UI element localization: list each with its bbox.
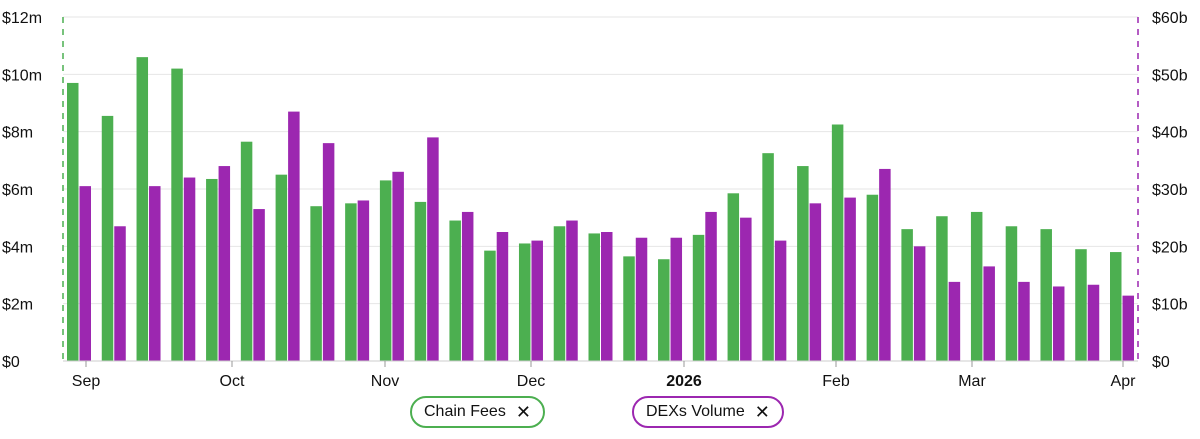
bar-dex-volume — [566, 220, 578, 361]
bar-dex-volume — [1018, 281, 1030, 361]
bar-dex-volume — [79, 186, 91, 361]
bar-dex-volume — [531, 240, 543, 361]
bar-dex-volume — [705, 211, 717, 361]
bar-chain-fees — [831, 124, 844, 361]
bar-dex-volume — [948, 281, 961, 361]
legend-chip-dex-volume[interactable]: DEXs Volume ✕ — [632, 396, 784, 428]
legend-label-chain-fees: Chain Fees — [424, 403, 506, 420]
bar-chain-fees — [762, 153, 774, 361]
bar-chain-fees — [1005, 226, 1018, 361]
legend-label-dex-volume: DEXs Volume — [646, 403, 745, 420]
chart: $0 $2m $4m $6m $8m $10m $12m $0 $10b $20b $30b $40b… — [2, 10, 1188, 390]
bar-dex-volume — [427, 137, 439, 361]
bar-chain-fees — [518, 243, 531, 361]
bar-chain-fees — [588, 233, 600, 361]
bar-chain-fees — [484, 250, 496, 361]
x-tick-label: Mar — [958, 373, 986, 390]
y-tick-label-left: $10m — [2, 67, 42, 84]
bar-dex-volume — [1087, 284, 1100, 361]
bar-chain-fees — [449, 220, 461, 361]
bar-dex-volume — [253, 209, 265, 361]
bar-dex-volume — [114, 226, 126, 361]
bar-dex-volume — [809, 203, 822, 361]
bar-chain-fees — [206, 178, 218, 361]
bar-dex-volume — [322, 143, 335, 361]
x-tick-label: Oct — [220, 373, 245, 390]
y-tick-label-left: $8m — [2, 125, 33, 142]
legend: Chain Fees ✕ DEXs Volume ✕ — [0, 396, 1200, 430]
y-tick-label-right: $60b — [1152, 10, 1188, 27]
bar-chain-fees — [275, 174, 288, 361]
bar-chain-fees — [67, 82, 79, 361]
bar-dex-volume — [1052, 286, 1065, 361]
bar-dex-volume — [149, 186, 161, 361]
bar-chain-fees — [623, 256, 635, 361]
bar-dex-volume — [357, 200, 370, 361]
bar-dex-volume — [983, 266, 995, 361]
x-tick-label: Feb — [822, 373, 850, 390]
bar-dex-volume — [879, 168, 891, 361]
y-tick-label-left: $6m — [2, 182, 33, 199]
x-tick-label: Dec — [517, 373, 545, 390]
bar-dex-volume — [461, 211, 474, 361]
bar-dex-volume — [496, 232, 509, 361]
bar-chain-fees — [797, 166, 809, 361]
bar-chain-fees — [936, 216, 948, 361]
x-tick-label: Nov — [371, 373, 399, 390]
y-tick-label-right: $10b — [1152, 297, 1188, 314]
bar-chain-fees — [727, 193, 740, 361]
bar-dex-volume — [601, 232, 613, 361]
y-tick-label-left: $2m — [2, 297, 33, 314]
y-tick-label-right: $20b — [1152, 239, 1188, 256]
bar-chain-fees — [658, 259, 670, 361]
bar-chain-fees — [171, 68, 183, 361]
bar-dex-volume — [635, 237, 648, 361]
bar-dex-volume — [183, 177, 196, 361]
bar-chain-fees — [970, 211, 983, 361]
bar-chain-fees — [866, 194, 879, 361]
close-icon[interactable]: ✕ — [754, 402, 770, 422]
legend-chip-chain-fees[interactable]: Chain Fees ✕ — [410, 396, 545, 428]
bar-dex-volume — [392, 171, 404, 361]
bar-chain-fees — [345, 203, 357, 361]
y-tick-label-left: $4m — [2, 239, 33, 256]
bar-chain-fees — [692, 234, 705, 361]
bar-chain-fees — [1040, 229, 1052, 361]
bar-dex-volume — [774, 240, 787, 361]
y-tick-label-right: $40b — [1152, 125, 1188, 142]
close-icon[interactable]: ✕ — [515, 402, 531, 422]
bar-chain-fees — [379, 180, 392, 361]
y-tick-label-right: $0 — [1152, 354, 1170, 371]
bar-chain-fees — [1075, 249, 1087, 361]
y-tick-label-right: $50b — [1152, 67, 1188, 84]
y-tick-label-left: $0 — [2, 354, 20, 371]
bar-chain-fees — [136, 57, 149, 362]
bar-dex-volume — [670, 237, 683, 361]
bar-chain-fees — [101, 115, 114, 362]
bar-chain-fees — [553, 226, 566, 361]
bar-dex-volume — [288, 111, 300, 361]
x-tick-label: 2026 — [666, 373, 702, 390]
x-tick-label: Sep — [72, 373, 101, 390]
bar-dex-volume — [913, 246, 926, 361]
bar-chain-fees — [1110, 252, 1122, 361]
bar-dex-volume — [218, 166, 231, 361]
bar-chain-fees — [310, 206, 322, 361]
bar-dex-volume — [844, 197, 856, 361]
bar-chain-fees — [414, 201, 427, 361]
y-tick-label-right: $30b — [1152, 182, 1188, 199]
bar-chain-fees — [240, 141, 253, 361]
x-tick-label: Apr — [1111, 373, 1137, 390]
bar-dex-volume — [740, 217, 752, 361]
bar-chain-fees — [901, 229, 913, 361]
y-tick-label-left: $12m — [2, 10, 42, 27]
bar-dex-volume — [1122, 295, 1134, 361]
